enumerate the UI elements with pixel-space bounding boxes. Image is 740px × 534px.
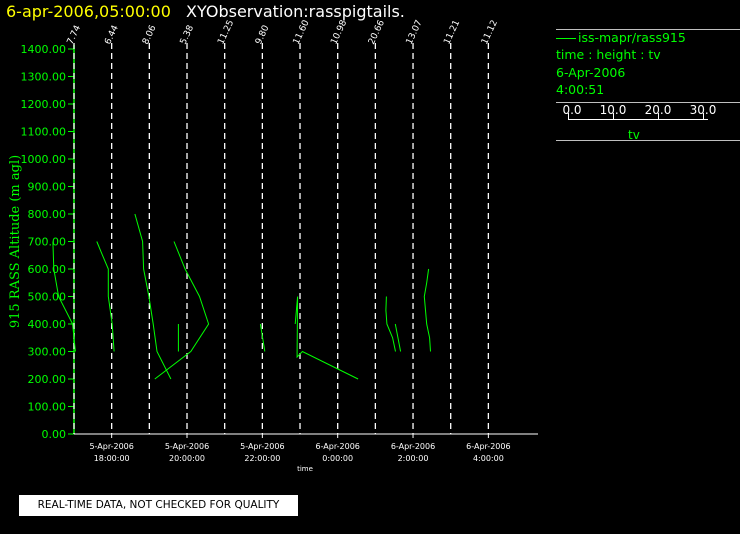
- profile-label: 11.60: [292, 18, 312, 46]
- x-tick-date: 6-Apr-2006: [391, 442, 435, 451]
- y-axis-label: 915 RASS Altitude (m agl): [8, 155, 23, 328]
- y-tick-label: 0.00: [42, 428, 67, 441]
- x-tick-time: 18:00:00: [94, 454, 130, 463]
- y-tick-label: 600.00: [28, 263, 67, 276]
- legend-scale-tick: [568, 113, 569, 119]
- legend-scale: 0.0 10.0 20.0 30.0: [562, 103, 716, 129]
- legend-top-divider: [556, 29, 740, 30]
- profile-label: 11.25: [216, 19, 236, 47]
- tv-profile-series: [259, 323, 266, 352]
- legend-scale-axis: [568, 119, 708, 120]
- legend-scale-title: tv: [628, 128, 640, 142]
- legend-line-swatch: [556, 38, 576, 39]
- legend-scale-label-1: 10.0: [599, 103, 627, 117]
- profile-label: 11.12: [480, 19, 500, 47]
- profile-label: 11.21: [442, 19, 462, 47]
- tv-profile-series: [394, 323, 402, 352]
- tv-profile-series: [385, 296, 396, 352]
- legend-scale-label-3: 30.0: [689, 103, 717, 117]
- y-tick-label: 900.00: [28, 181, 67, 194]
- legend-scale-tick: [703, 113, 704, 119]
- x-axis-label: time: [297, 465, 313, 473]
- profile-label: 20.66: [367, 18, 387, 46]
- y-tick-label: 1200.00: [21, 98, 67, 111]
- profile-label: 6.44: [103, 24, 121, 47]
- x-tick-time: 4:00:00: [473, 454, 504, 463]
- header-title: XYObservation:rasspigtails.: [186, 2, 405, 21]
- y-tick-label: 500.00: [28, 291, 67, 304]
- profile-label: 7.74: [66, 24, 84, 47]
- legend-panel: iss-mapr/rass915 time : height : tv 6-Ap…: [556, 29, 740, 142]
- legend-date: 6-Apr-2006: [556, 65, 626, 80]
- x-tick-date: 5-Apr-2006: [240, 442, 284, 451]
- quality-notice: REAL-TIME DATA, NOT CHECKED FOR QUALITY: [19, 495, 298, 516]
- y-tick-label: 1100.00: [21, 126, 67, 139]
- legend-time: 4:00:51: [556, 82, 605, 97]
- legend-scale-label-2: 20.0: [644, 103, 672, 117]
- tv-profile-series: [294, 296, 359, 380]
- profile-label: 8.06: [141, 24, 159, 47]
- legend-description: time : height : tv: [556, 47, 661, 62]
- legend-scale-label-0: 0.0: [562, 103, 582, 117]
- x-tick-time: 0:00:00: [322, 454, 353, 463]
- tv-profile-series: [423, 268, 431, 352]
- y-tick-label: 1000.00: [21, 153, 67, 166]
- y-tick-label: 200.00: [28, 373, 67, 386]
- legend-scale-tick: [613, 113, 614, 119]
- tv-profile-series: [96, 241, 115, 352]
- x-tick-time: 22:00:00: [244, 454, 280, 463]
- profile-label: 5.38: [179, 24, 197, 47]
- y-tick-label: 100.00: [28, 401, 67, 414]
- y-tick-label: 800.00: [28, 208, 67, 221]
- legend-series-text: iss-mapr/rass915: [578, 30, 686, 45]
- x-tick-date: 6-Apr-2006: [466, 442, 510, 451]
- profile-label: 13.07: [405, 19, 425, 47]
- profile-label: 9.80: [254, 24, 272, 47]
- y-tick-label: 400.00: [28, 318, 67, 331]
- header-timestamp: 6-apr-2006,05:00:00: [6, 2, 171, 21]
- x-tick-date: 5-Apr-2006: [165, 442, 209, 451]
- legend-mid-divider: [556, 102, 740, 103]
- x-tick-time: 20:00:00: [169, 454, 205, 463]
- profile-label: 10.98: [329, 18, 349, 46]
- y-tick-label: 700.00: [28, 236, 67, 249]
- y-tick-label: 300.00: [28, 346, 67, 359]
- y-tick-label: 1400.00: [21, 43, 67, 56]
- legend-scale-tick: [658, 113, 659, 119]
- tv-profile-series: [134, 213, 172, 380]
- x-tick-date: 6-Apr-2006: [316, 442, 360, 451]
- tv-profile-series: [52, 241, 76, 352]
- x-tick-time: 2:00:00: [398, 454, 429, 463]
- legend-bottom-divider: [556, 140, 740, 141]
- tv-profile-series: [154, 241, 210, 380]
- x-tick-date: 5-Apr-2006: [89, 442, 133, 451]
- y-tick-label: 1300.00: [21, 71, 67, 84]
- legend-series-label: iss-mapr/rass915: [556, 30, 686, 46]
